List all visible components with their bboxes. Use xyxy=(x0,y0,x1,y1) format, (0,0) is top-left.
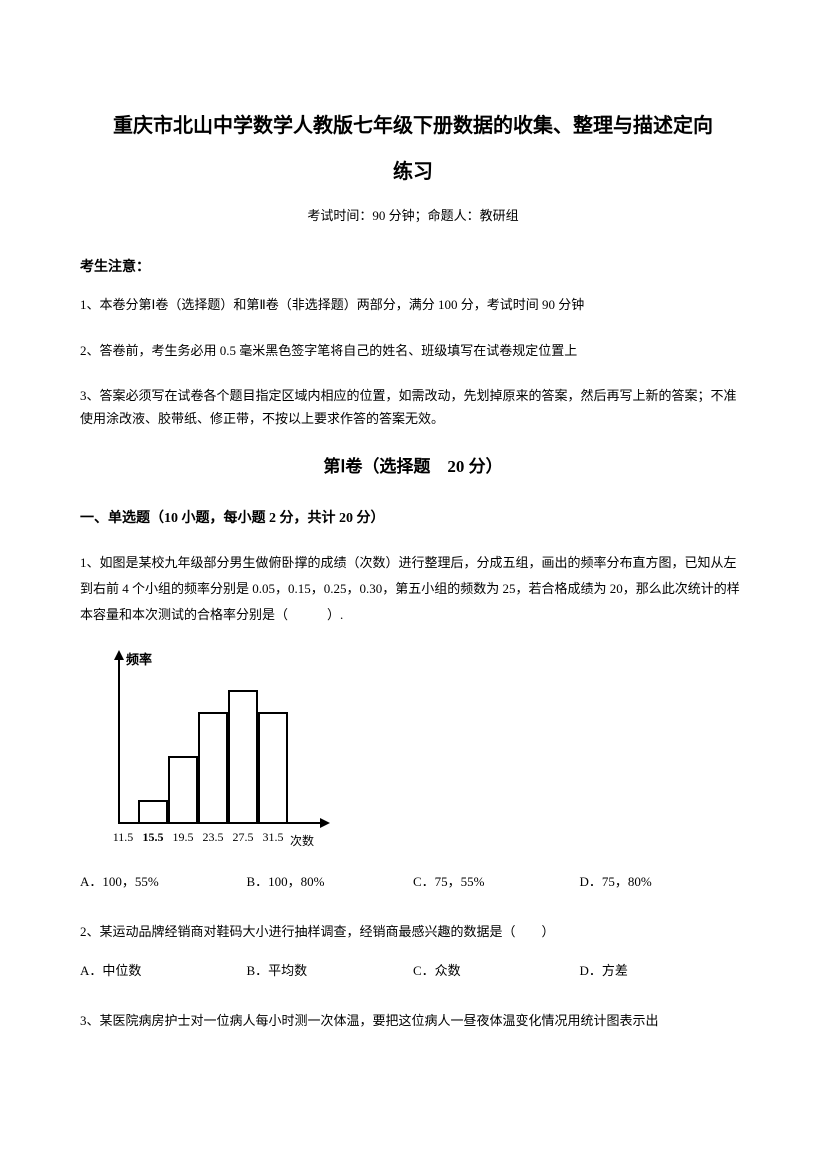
y-axis-arrow xyxy=(114,650,124,660)
q1-option-a: A．100，55% xyxy=(80,872,247,893)
q2-option-a: A．中位数 xyxy=(80,961,247,982)
question-3-text: 3、某医院病房护士对一位病人每小时测一次体温，要把这位病人一昼夜体温变化情况用统… xyxy=(80,1008,746,1034)
y-axis-label: 频率 xyxy=(126,650,152,671)
question-group-title: 一、单选题（10 小题，每小题 2 分，共计 20 分） xyxy=(80,508,746,530)
histogram-bar xyxy=(168,756,198,822)
histogram-bar xyxy=(198,712,228,822)
x-tick-label: 19.5 xyxy=(173,828,194,847)
x-tick-label: 15.5 xyxy=(143,828,164,847)
histogram-bar xyxy=(228,690,258,822)
q2-option-b: B．平均数 xyxy=(247,961,414,982)
q1-option-d: D．75，80% xyxy=(580,872,747,893)
notice-item-1: 1、本卷分第Ⅰ卷（选择题）和第Ⅱ卷（非选择题）两部分，满分 100 分，考试时间… xyxy=(80,293,746,316)
notice-title: 考生注意： xyxy=(80,257,746,279)
x-tick-label: 11.5 xyxy=(113,828,134,847)
x-tick-label: 23.5 xyxy=(203,828,224,847)
notice-item-2: 2、答卷前，考生务必用 0.5 毫米黑色签字笔将自己的姓名、班级填写在试卷规定位… xyxy=(80,339,746,362)
q1-option-c: C．75，55% xyxy=(413,872,580,893)
question-1-text: 1、如图是某校九年级部分男生做俯卧撑的成绩（次数）进行整理后，分成五组，画出的频… xyxy=(80,550,746,628)
doc-title-sub: 练习 xyxy=(80,156,746,188)
x-tick-label: 31.5 xyxy=(263,828,284,847)
question-2-options: A．中位数 B．平均数 C．众数 D．方差 xyxy=(80,961,746,982)
y-axis-line xyxy=(118,654,120,824)
x-axis-arrow xyxy=(320,818,330,828)
question-2-text: 2、某运动品牌经销商对鞋码大小进行抽样调查，经销商最感兴趣的数据是（ ） xyxy=(80,919,746,945)
doc-title-main: 重庆市北山中学数学人教版七年级下册数据的收集、整理与描述定向 xyxy=(80,110,746,142)
frequency-histogram: 频率 11.5 15.5 19.5 23.5 27.5 31.5 次数 xyxy=(90,644,350,854)
x-axis-label: 次数 xyxy=(290,832,314,851)
histogram-bar xyxy=(138,800,168,822)
histogram-bar xyxy=(258,712,288,822)
q2-option-c: C．众数 xyxy=(413,961,580,982)
x-axis-line xyxy=(118,822,322,824)
q2-option-d: D．方差 xyxy=(580,961,747,982)
question-1-options: A．100，55% B．100，80% C．75，55% D．75，80% xyxy=(80,872,746,893)
q1-option-b: B．100，80% xyxy=(247,872,414,893)
section-header: 第Ⅰ卷（选择题 20 分） xyxy=(80,453,746,480)
exam-info: 考试时间：90 分钟；命题人：教研组 xyxy=(80,206,746,227)
x-tick-label: 27.5 xyxy=(233,828,254,847)
notice-item-3: 3、答案必须写在试卷各个题目指定区域内相应的位置，如需改动，先划掉原来的答案，然… xyxy=(80,384,746,431)
